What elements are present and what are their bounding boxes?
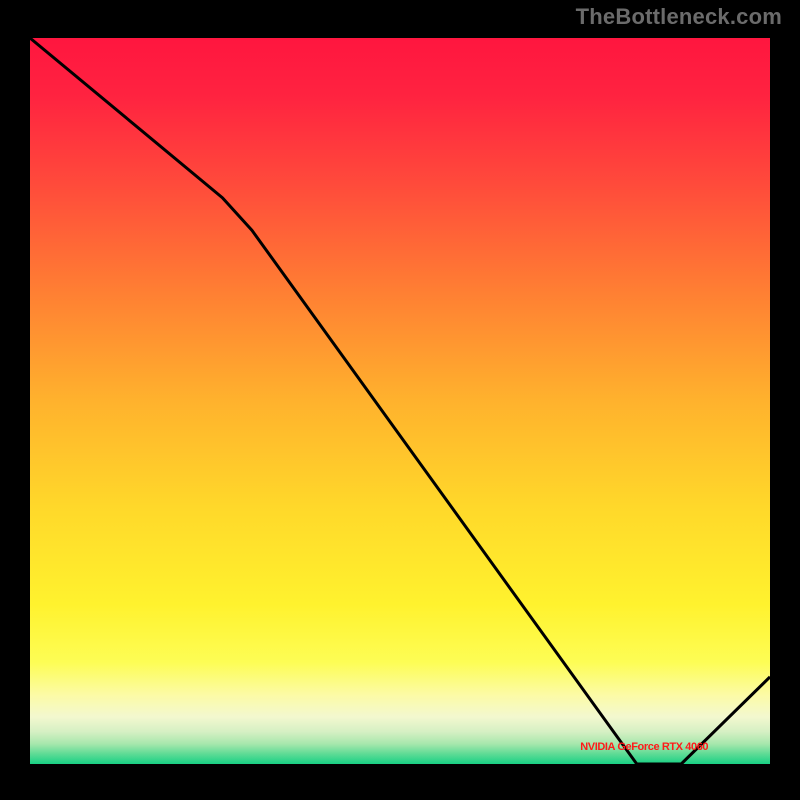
- plot-area: NVIDIA GeForce RTX 4060: [30, 38, 770, 764]
- line-series-svg: [30, 38, 770, 764]
- x-axis-marker-label: NVIDIA GeForce RTX 4060: [580, 741, 708, 753]
- plot-frame: NVIDIA GeForce RTX 4060: [22, 30, 778, 772]
- watermark-text: TheBottleneck.com: [576, 4, 782, 30]
- bottleneck-curve-path: [30, 38, 770, 764]
